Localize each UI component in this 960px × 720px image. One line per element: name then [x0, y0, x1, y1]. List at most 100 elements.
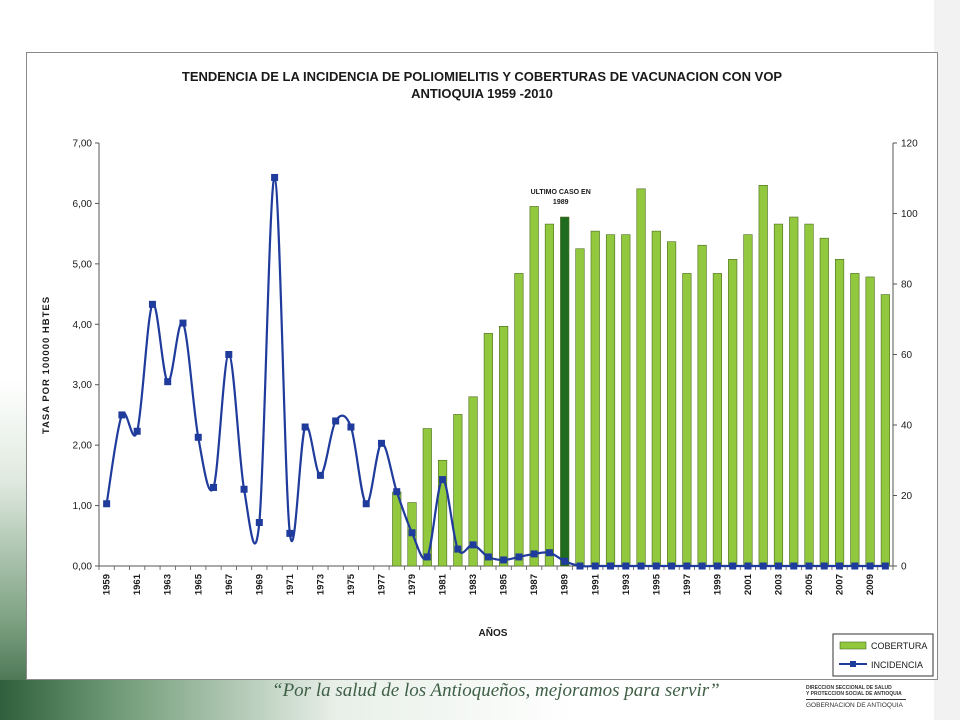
point-incidencia [729, 562, 737, 570]
x-tick-label: 1999 [712, 574, 723, 595]
x-tick-label: 2001 [743, 573, 754, 595]
x-tick-label: 1969 [254, 574, 265, 595]
bar-cobertura [850, 273, 860, 567]
point-incidencia [774, 562, 782, 570]
bar-cobertura [636, 188, 646, 567]
bar-cobertura [621, 234, 631, 567]
x-tick-label: 1985 [499, 573, 510, 595]
background-decoration-right [934, 0, 960, 720]
point-incidencia [454, 545, 462, 553]
bar-cobertura [590, 230, 600, 567]
y-right-tick-label: 20 [901, 491, 913, 502]
point-incidencia [439, 476, 447, 484]
bar-cobertura [544, 223, 555, 567]
annotation-line2: 1989 [553, 199, 569, 206]
x-tick-label: 1959 [102, 574, 113, 595]
x-tick-label: 1967 [224, 574, 235, 595]
bar-cobertura [880, 294, 890, 567]
point-incidencia [225, 351, 233, 358]
bar-cobertura [422, 428, 432, 567]
point-incidencia [683, 562, 691, 570]
point-incidencia [301, 423, 309, 431]
point-incidencia [332, 417, 340, 425]
logo-line1: DIRECCION SECCIONAL DE SALUD [806, 685, 892, 691]
chart-title-line2: ANTIOQUIA 1959 -2010 [411, 86, 553, 101]
legend-marker-incidencia [850, 661, 856, 667]
point-incidencia [530, 550, 538, 558]
point-incidencia [515, 553, 523, 561]
point-incidencia [607, 562, 615, 570]
bar-cobertura [575, 248, 585, 567]
point-incidencia [148, 300, 156, 308]
bar-cobertura [697, 244, 707, 567]
x-tick-label: 1997 [682, 574, 693, 595]
chart-svg: TENDENCIA DE LA INCIDENCIA DE POLIOMIELI… [41, 69, 934, 677]
y-left-tick-label: 2,00 [73, 441, 93, 452]
point-incidencia [194, 433, 202, 441]
x-tick-label: 1961 [132, 573, 143, 595]
logo-line2: Y PROTECCION SOCIAL DE ANTIOQUIA [806, 691, 902, 697]
legend-label-incidencia: INCIDENCIA [871, 660, 923, 670]
point-incidencia [622, 562, 630, 570]
x-tick-label: 1975 [346, 573, 357, 595]
point-incidencia [713, 562, 721, 570]
point-incidencia [591, 562, 599, 570]
point-incidencia [851, 562, 859, 570]
bar-cobertura [712, 273, 722, 567]
y-right-tick-label: 100 [901, 209, 918, 220]
bar-cobertura [437, 459, 448, 567]
y-right-tick-label: 80 [901, 280, 913, 291]
y-right-tick-label: 120 [901, 139, 918, 150]
y-left-tick-label: 4,00 [73, 320, 93, 331]
x-tick-label: 2003 [773, 574, 784, 595]
point-incidencia [118, 411, 126, 419]
y-left-tick-label: 6,00 [73, 199, 93, 210]
bar-cobertura [834, 259, 845, 567]
bar-cobertura [789, 216, 799, 567]
legend: COBERTURA INCIDENCIA [832, 633, 934, 677]
chart-title-line1: TENDENCIA DE LA INCIDENCIA DE POLIOMIELI… [182, 69, 783, 84]
x-tick-label: 1981 [438, 573, 449, 595]
point-incidencia [866, 562, 874, 570]
x-tick-label: 1973 [315, 574, 326, 595]
point-incidencia [164, 378, 172, 386]
point-incidencia [271, 173, 279, 181]
point-incidencia [133, 427, 141, 435]
y-left-tick-label: 1,00 [73, 501, 93, 512]
point-incidencia [561, 557, 569, 565]
point-incidencia [210, 483, 218, 491]
x-tick-label: 1963 [163, 574, 174, 595]
y-right-tick-label: 60 [901, 350, 913, 361]
legend-label-cobertura: COBERTURA [871, 641, 927, 651]
x-axis-label: AÑOS [479, 626, 508, 639]
point-incidencia [484, 553, 492, 561]
line-incidencia [105, 176, 886, 568]
point-incidencia [408, 529, 416, 537]
point-incidencia [316, 471, 324, 479]
point-incidencia [103, 500, 111, 508]
x-tick-label: 1965 [193, 573, 204, 595]
annotation-line1: ULTIMO CASO EN [531, 189, 591, 196]
x-tick-label: 2007 [835, 574, 846, 595]
x-tick-label: 1987 [529, 574, 540, 595]
point-incidencia [744, 562, 752, 570]
x-tick-label: 2009 [865, 574, 876, 595]
point-incidencia [255, 518, 263, 526]
point-incidencia [820, 562, 828, 570]
point-incidencia [377, 439, 385, 447]
legend-box [832, 633, 934, 677]
point-incidencia [805, 562, 813, 570]
x-tick-label: 2005 [804, 573, 815, 595]
logo-divider [806, 699, 906, 700]
chart-frame: TENDENCIA DE LA INCIDENCIA DE POLIOMIELI… [26, 52, 938, 680]
point-incidencia [240, 485, 248, 493]
bar-cobertura [529, 206, 539, 567]
x-tick-label: 1977 [376, 574, 387, 595]
logo-line3: GOBERNACION DE ANTIOQUIA [806, 702, 903, 709]
bar-cobertura [728, 259, 738, 567]
point-incidencia [500, 556, 508, 564]
point-incidencia [759, 562, 767, 570]
point-incidencia [469, 541, 477, 549]
point-incidencia [362, 500, 370, 508]
bar-cobertura [804, 223, 814, 567]
